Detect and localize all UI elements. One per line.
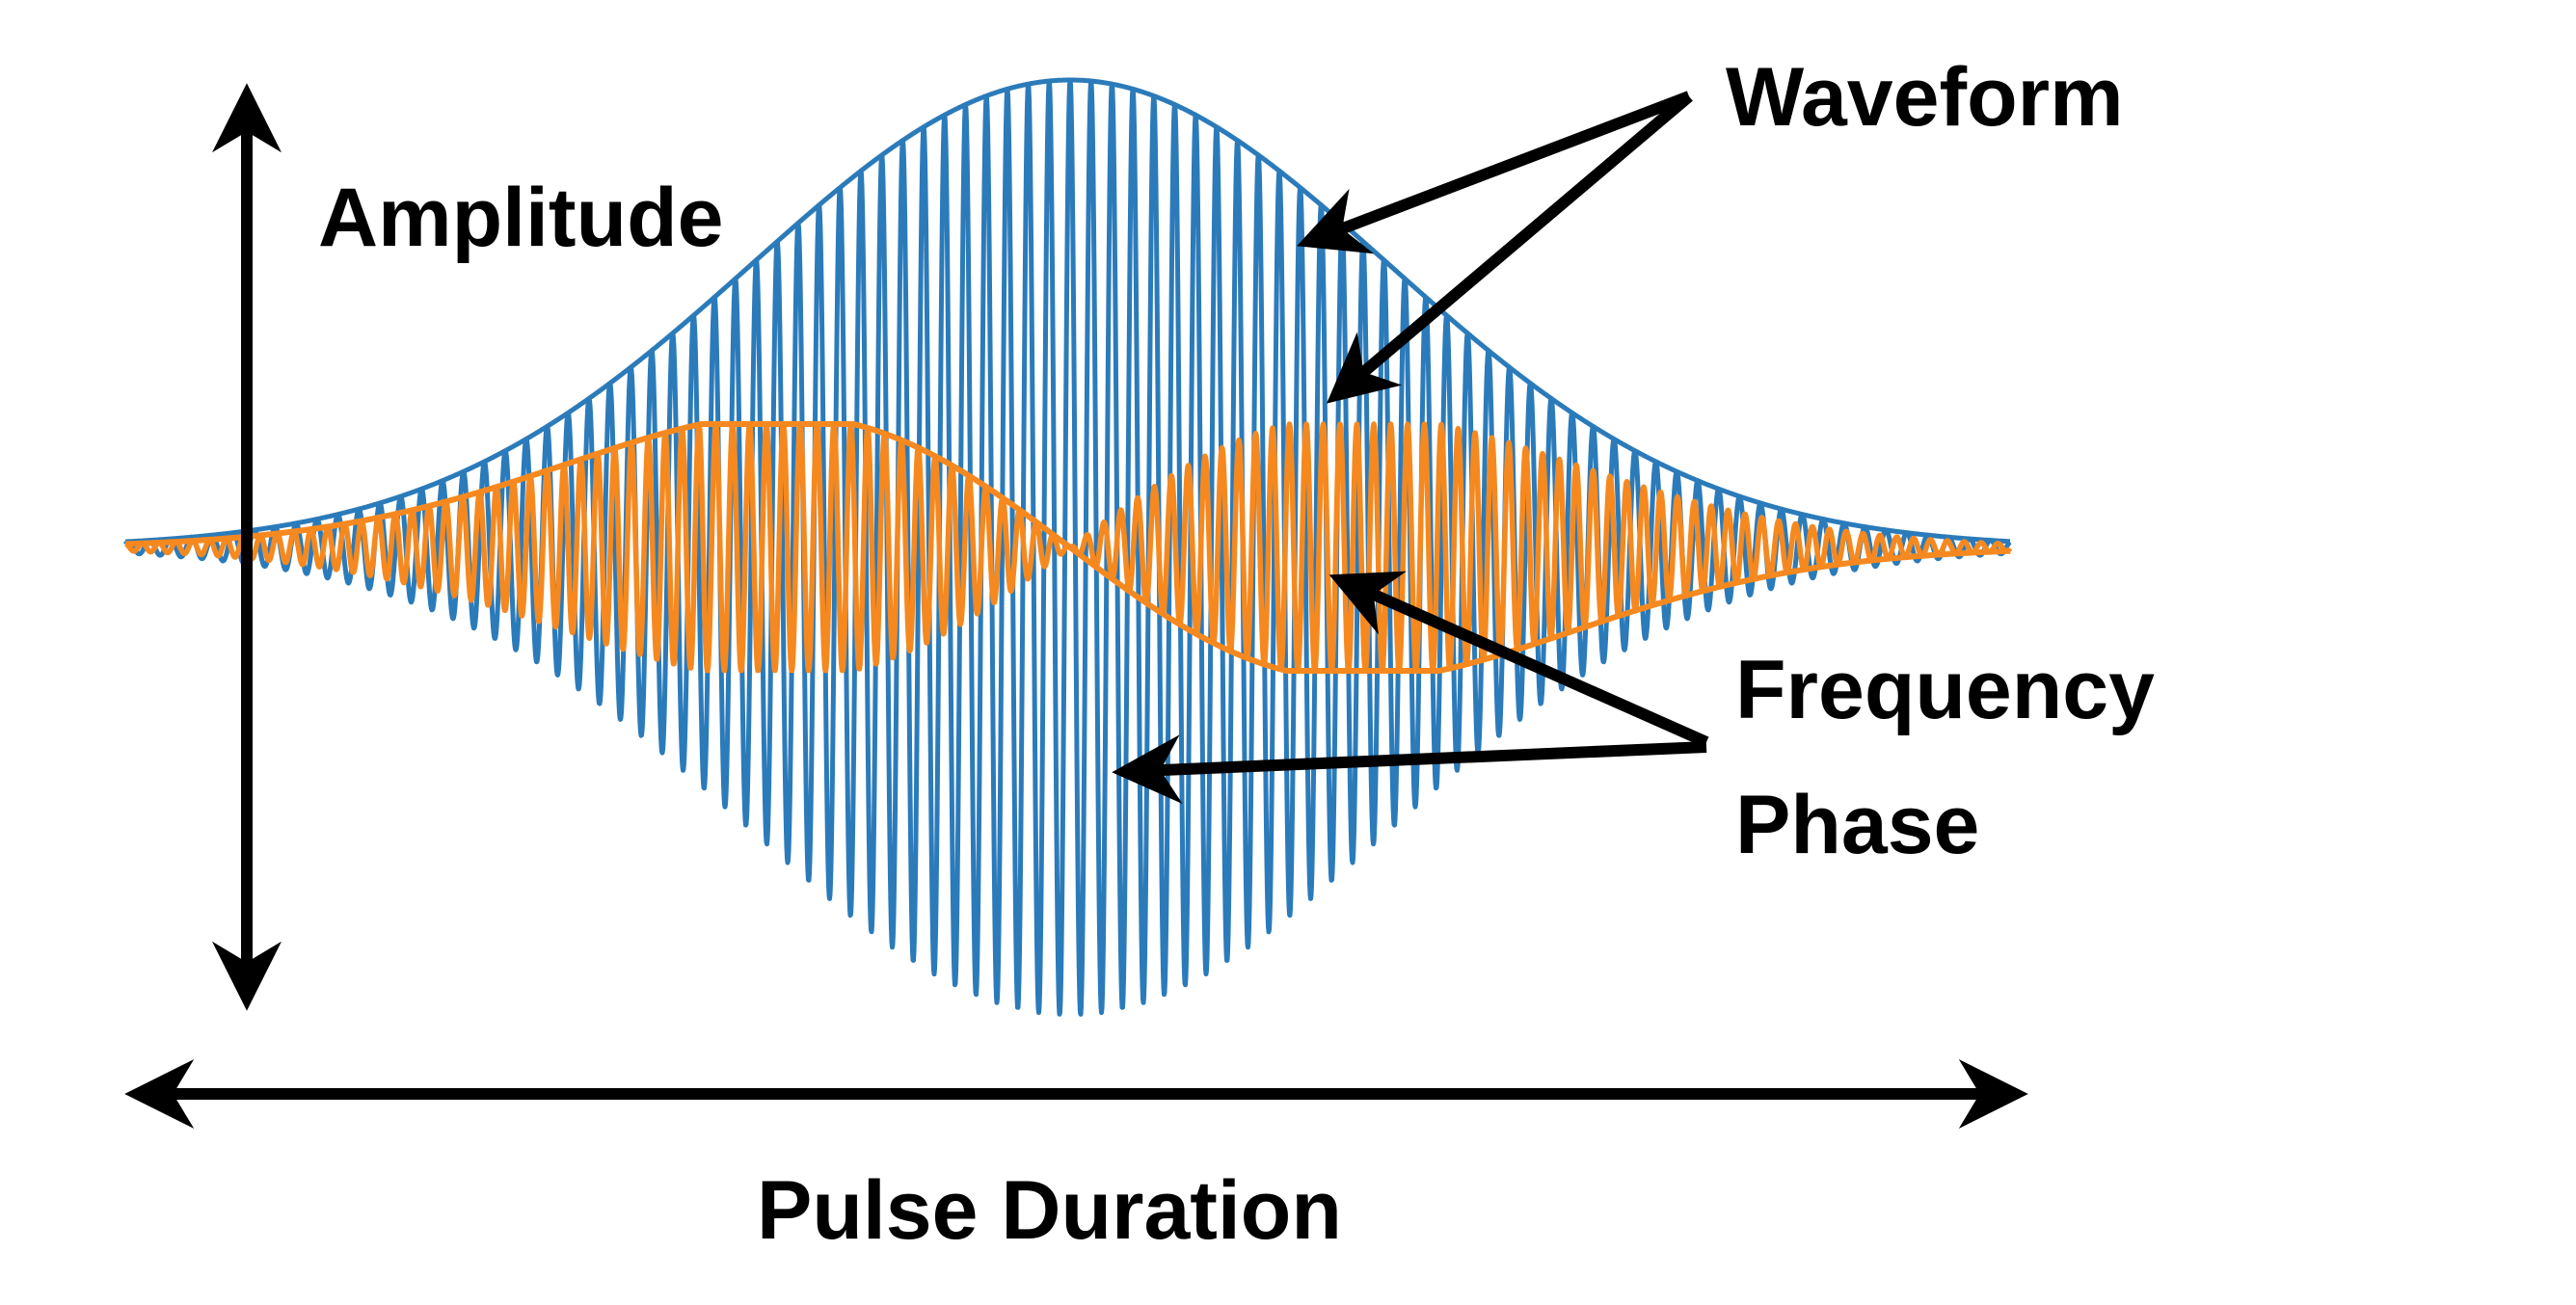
modulated-waveform	[122, 421, 2013, 674]
pulse-duration-label: Pulse Duration	[757, 1164, 1342, 1257]
carrier-envelope-top	[125, 77, 2010, 545]
amplitude-label: Amplitude	[318, 172, 723, 264]
modulated-envelope	[125, 421, 2011, 674]
waveform-pointer-arrow-1	[1297, 91, 1692, 254]
frequency-label: Frequency	[1735, 644, 2155, 736]
carrier-waveform	[122, 77, 2012, 1017]
waveform-label: Waveform	[1726, 51, 2124, 144]
frequency-pointer-arrow	[1328, 571, 1709, 748]
phase-pointer-arrow	[1112, 734, 1707, 805]
carrier-oscillation	[122, 77, 2012, 1017]
waveform-pointer-arrow-2	[1327, 92, 1693, 404]
phase-label: Phase	[1735, 779, 1979, 871]
